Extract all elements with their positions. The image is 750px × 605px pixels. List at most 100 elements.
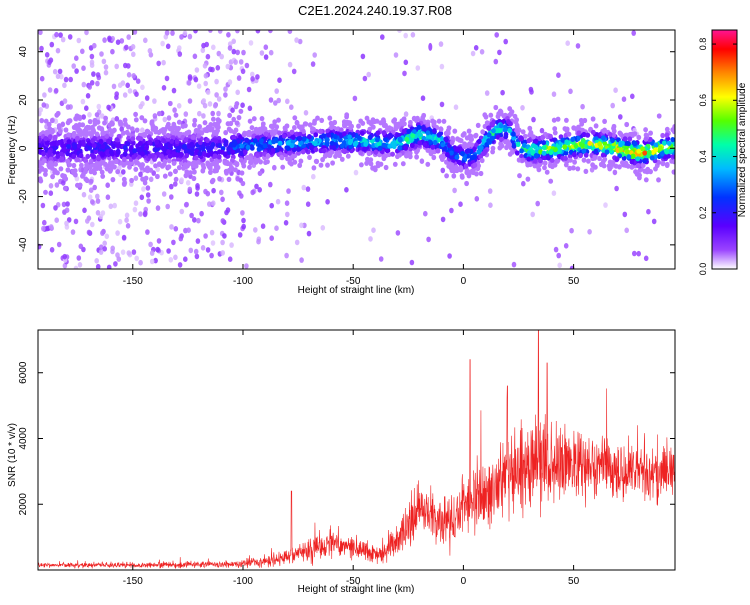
spectrogram-cell xyxy=(214,161,220,167)
spectrogram-cell xyxy=(137,146,143,153)
spectrogram-cell xyxy=(411,129,417,135)
colorbar-tick-label: 0.2 xyxy=(698,207,708,220)
spectrogram-cell xyxy=(222,151,228,157)
spectrogram-cell xyxy=(265,159,270,165)
spectrogram-cell xyxy=(70,168,76,174)
snr-xlabel: Height of straight line (km) xyxy=(298,584,415,595)
spectrogram-cell xyxy=(366,71,372,78)
spectrogram-cell xyxy=(225,207,231,213)
spectrogram-cell xyxy=(390,151,395,157)
spectrogram-cell xyxy=(62,98,68,104)
spectrogram-cell xyxy=(378,256,384,262)
spectrogram-cell xyxy=(458,138,464,144)
spectrogram-cell xyxy=(144,95,150,101)
spectrogram-cell xyxy=(431,128,437,134)
spectrogram-cell xyxy=(54,182,60,188)
spectrogram-cell xyxy=(407,154,413,160)
spectrogram-cell xyxy=(141,186,146,192)
spectrogram-cell xyxy=(377,145,383,151)
spectrogram-cell xyxy=(121,156,127,162)
spectrogram-cell xyxy=(43,118,49,124)
spectrogram-cell xyxy=(646,149,652,155)
spectrogram-cell xyxy=(398,137,403,143)
spectrogram-cell xyxy=(235,49,240,56)
spectrogram-cell xyxy=(107,127,113,133)
spectrogram-cell xyxy=(159,153,165,159)
spectrogram-cell xyxy=(397,145,403,151)
spectrogram-cell xyxy=(318,162,324,168)
spectrogram-cell xyxy=(147,139,153,145)
spectrogram-cell xyxy=(298,158,304,164)
spectrogram-cell xyxy=(503,131,509,137)
spectrogram-cell xyxy=(210,240,216,246)
spectrogram-cell xyxy=(203,80,208,87)
snr-x-tick-label: 0 xyxy=(461,576,467,587)
spectrogram-cell xyxy=(190,162,196,169)
spectrogram-cell xyxy=(404,136,410,142)
spectrogram-cell xyxy=(98,139,104,145)
spectrogram-cell xyxy=(586,158,591,164)
spectrogram-cell xyxy=(114,116,120,122)
spectrogram-cell xyxy=(556,72,561,78)
spectrogram-cell xyxy=(410,32,416,38)
spectrogram-cell xyxy=(253,159,259,165)
spectrogram-cell xyxy=(366,150,372,157)
spectrogram-cell xyxy=(169,194,174,200)
spectrogram-cell xyxy=(161,191,167,197)
spectrogram-cell xyxy=(215,65,221,71)
spectrogram-cell xyxy=(125,124,131,130)
spectrogram-cell xyxy=(137,140,143,146)
spectrogram-cell xyxy=(193,155,199,161)
spectrogram-cell xyxy=(183,137,189,143)
spectrogram-cell xyxy=(484,90,490,96)
spectrogram-cell xyxy=(381,130,387,136)
spectrogram-cell xyxy=(486,132,492,138)
spectrogram-cell xyxy=(49,247,55,253)
spectrogram-cell xyxy=(143,175,149,181)
spectrogram-cell xyxy=(255,74,260,80)
spectrogram-cell xyxy=(417,140,423,146)
spectrogram-cell xyxy=(164,75,170,82)
spectrogram-cell xyxy=(54,31,59,38)
spectrogram-cell xyxy=(498,123,504,129)
spectrogram-cell xyxy=(402,121,407,127)
spectrogram-cell xyxy=(630,93,635,100)
spectrogram-cell xyxy=(581,148,587,154)
spectrogram-cell xyxy=(571,152,577,158)
spectrogram-cell xyxy=(76,37,82,44)
spectrogram-cell xyxy=(280,164,286,170)
spectrogram-cell xyxy=(548,149,554,155)
spectrogram-cell xyxy=(187,74,193,80)
spectrogram-cells xyxy=(38,30,675,269)
spectrogram-cell xyxy=(161,85,167,91)
spectrogram-cell xyxy=(100,230,105,236)
spectrogram-cell xyxy=(664,149,670,155)
spectrogram-cell xyxy=(460,132,466,138)
spectrogram-cell xyxy=(227,112,233,118)
spectrogram-cell xyxy=(376,141,382,147)
spectrogram-cell xyxy=(570,136,576,142)
spectrogram-cell xyxy=(195,238,201,244)
spectrogram-cell xyxy=(274,88,280,94)
spectrogram-cell xyxy=(41,151,46,157)
spectrogram-cell xyxy=(57,68,63,75)
spectrogram-cell xyxy=(40,202,46,209)
spectrogram-cell xyxy=(578,117,584,124)
spectrogram-cell xyxy=(488,202,493,208)
spectrogram-cell xyxy=(88,158,94,165)
spectrogram-cell xyxy=(491,128,496,134)
spectrogram-cell xyxy=(240,102,245,108)
colorbar-gradient xyxy=(712,30,737,269)
spectrogram-cell xyxy=(610,137,615,143)
spectrogram-cell xyxy=(71,124,77,130)
spectrogram-cell xyxy=(541,150,547,156)
spectrogram-cell xyxy=(313,147,319,153)
spectrogram-cell xyxy=(526,156,532,162)
spectrogram-cell xyxy=(202,63,208,69)
spectrogram-cell xyxy=(179,151,185,158)
spectrogram-cell xyxy=(575,43,581,49)
spectrogram-cell xyxy=(231,48,237,55)
spectrogram-cell xyxy=(297,162,303,168)
spectrogram-cell xyxy=(420,115,426,121)
spectrogram-cell xyxy=(348,143,354,149)
